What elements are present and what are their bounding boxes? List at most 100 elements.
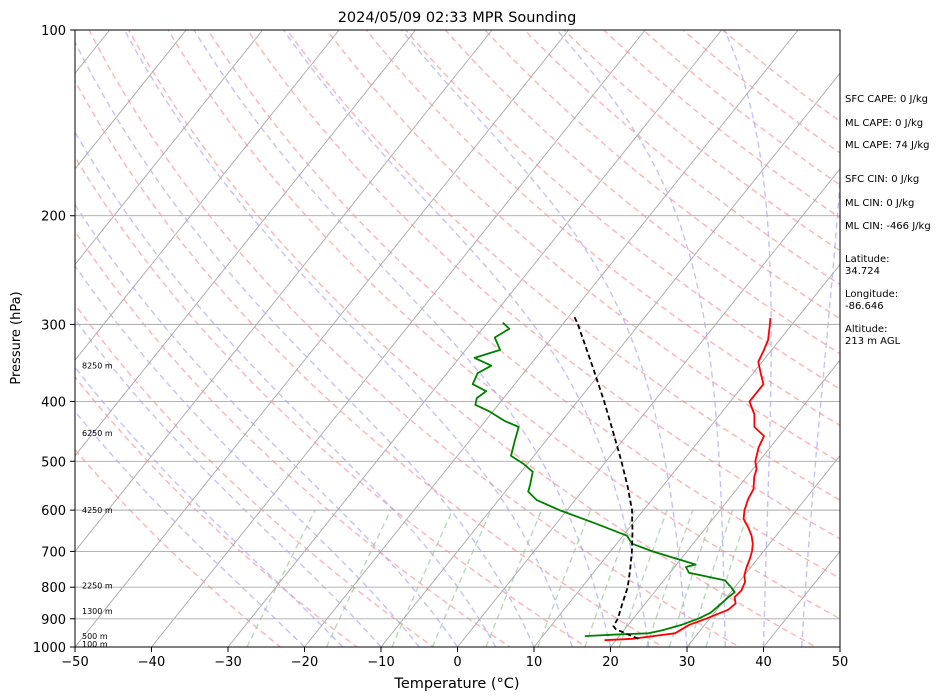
x-tick-label: −40: [138, 655, 165, 670]
series: [471, 314, 772, 642]
dry-adiabat-line: [75, 79, 665, 647]
moist-adiabat-line: [193, 30, 612, 647]
dry-adiabat-line: [642, 30, 840, 186]
x-tick-label: −10: [367, 655, 394, 670]
height-label: 2250 m: [82, 582, 113, 591]
dry-adiabat-line: [523, 30, 840, 286]
y-tick-label: 600: [41, 504, 66, 519]
isotherm-line: [151, 30, 646, 647]
x-axis-label: Temperature (°C): [393, 676, 519, 692]
isotherm-line: [227, 30, 722, 647]
y-tick-label: 900: [41, 613, 66, 628]
isotherm-line: [75, 30, 416, 457]
longitude-label: Longitude:: [845, 289, 898, 300]
isotherm-line: [610, 359, 840, 647]
x-tick-label: −20: [291, 655, 318, 670]
y-axis: 100 200 300 400 500 600 700 800 900 1000: [33, 24, 75, 656]
isotherm-line: [75, 30, 263, 266]
x-tick-label: 0: [453, 655, 461, 670]
x-tick-label: 40: [755, 655, 772, 670]
moist-adiabat-line: [75, 366, 344, 647]
y-axis-label: Pressure (hPa): [9, 291, 24, 384]
grid: [75, 30, 840, 647]
y-tick-label: 300: [41, 318, 66, 333]
x-tick-label: 10: [526, 655, 543, 670]
dewpoint-line: [471, 321, 736, 637]
isotherm-line: [380, 72, 840, 647]
dry-adiabat-line: [365, 30, 840, 427]
y-tick-label: 800: [41, 581, 66, 596]
dry-adiabat-line: [75, 375, 359, 647]
dry-adiabat-line: [75, 155, 588, 647]
height-label: 8250 m: [82, 362, 113, 371]
mixing-ratio-line: [325, 509, 392, 647]
dry-adiabat-line: [721, 30, 840, 123]
chart-title: 2024/05/09 02:33 MPR Sounding: [338, 10, 577, 26]
isotherm-line: [75, 30, 493, 553]
moist-adiabat-line: [801, 168, 840, 647]
x-tick-label: −50: [61, 655, 88, 670]
dry-adiabat-line: [75, 230, 512, 647]
temperature-line: [604, 318, 772, 642]
ml-cape-2-text: ML CAPE: 74 J/kg: [845, 140, 929, 151]
isotherm-line: [75, 30, 569, 647]
mixing-ratio-line: [485, 509, 543, 647]
parcel-line: [572, 314, 639, 640]
y-tick-label: 400: [41, 395, 66, 410]
moist-adiabat-line: [556, 30, 726, 647]
latitude-label: Latitude:: [845, 254, 890, 265]
moist-adiabat-line: [75, 264, 420, 647]
latitude-value: 34.724: [845, 266, 880, 277]
dry-adiabat-line: [246, 30, 840, 540]
dry-adiabat-line: [404, 30, 840, 390]
x-tick-label: −30: [214, 655, 241, 670]
dry-adiabat-line: [444, 30, 840, 355]
sfc-cin-text: SFC CIN: 0 J/kg: [845, 174, 919, 185]
altitude-label: Altitude:: [845, 324, 887, 335]
background-lines: [75, 30, 840, 647]
mixing-ratio-line: [431, 509, 492, 647]
ml-cin-text: ML CIN: 0 J/kg: [845, 198, 914, 209]
isotherm-line: [533, 263, 840, 647]
dry-adiabat-line: [75, 303, 435, 647]
dry-adiabat-line: [167, 30, 840, 620]
ml-cin-2-text: ML CIN: -466 J/kg: [845, 221, 931, 232]
dry-adiabat-line: [127, 30, 818, 647]
isotherm-line: [457, 168, 840, 647]
annotation-panel: SFC CAPE: 0 J/kg ML CAPE: 0 J/kg ML CAPE…: [845, 94, 931, 347]
height-label: 4250 m: [82, 506, 113, 515]
moist-adiabat-line: [75, 410, 305, 647]
dry-adiabat-line: [75, 448, 282, 647]
moist-adiabat-line: [123, 30, 573, 647]
height-label: 1300 m: [82, 607, 113, 616]
moist-adiabat-line: [400, 30, 688, 647]
dry-adiabat-line: [88, 30, 741, 647]
y-tick-label: 700: [41, 545, 66, 560]
mixing-ratio-line: [246, 509, 316, 647]
x-tick-label: 20: [602, 655, 619, 670]
x-axis: −50 −40 −30 −20 −10 0 10 20 30 40 50: [61, 647, 848, 670]
dry-adiabat-line: [286, 30, 840, 502]
sfc-cape-text: SFC CAPE: 0 J/kg: [845, 94, 928, 105]
altitude-value: 213 m AGL: [845, 336, 901, 347]
moist-adiabat-line: [75, 203, 459, 647]
y-tick-label: 1000: [33, 641, 66, 656]
ml-cape-text: ML CAPE: 0 J/kg: [845, 118, 923, 129]
x-tick-label: 50: [832, 655, 849, 670]
height-label: 100 m: [82, 640, 108, 649]
y-tick-label: 200: [41, 210, 66, 225]
dry-adiabat-line: [206, 30, 840, 580]
isotherm-line: [304, 30, 799, 647]
y-tick-label: 500: [41, 455, 66, 470]
mixing-ratio-line: [688, 509, 734, 647]
isotherm-line: [686, 455, 840, 647]
moist-adiabat-line: [75, 40, 535, 647]
height-label: 6250 m: [82, 429, 113, 438]
moist-adiabat-line: [282, 30, 650, 647]
isotherm-line: [75, 30, 340, 361]
longitude-value: -86.646: [845, 301, 884, 312]
isotherm-line: [75, 30, 187, 170]
moist-adiabat-line: [75, 130, 497, 647]
